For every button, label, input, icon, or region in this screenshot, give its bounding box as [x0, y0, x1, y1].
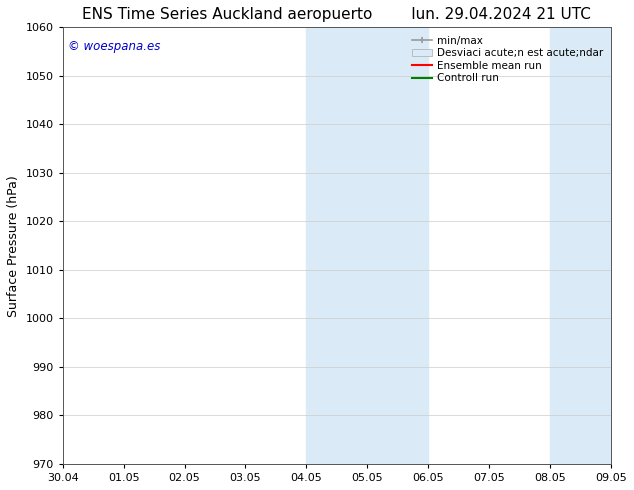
Legend: min/max, Desviaci acute;n est acute;ndar, Ensemble mean run, Controll run: min/max, Desviaci acute;n est acute;ndar…	[408, 32, 606, 87]
Bar	[306, 27, 367, 464]
Text: © woespana.es: © woespana.es	[68, 40, 160, 53]
Title: ENS Time Series Auckland aeropuerto        lun. 29.04.2024 21 UTC: ENS Time Series Auckland aeropuerto lun.…	[82, 7, 592, 22]
Y-axis label: Surface Pressure (hPa): Surface Pressure (hPa)	[7, 175, 20, 317]
Bar	[367, 27, 429, 464]
Bar	[550, 27, 611, 464]
